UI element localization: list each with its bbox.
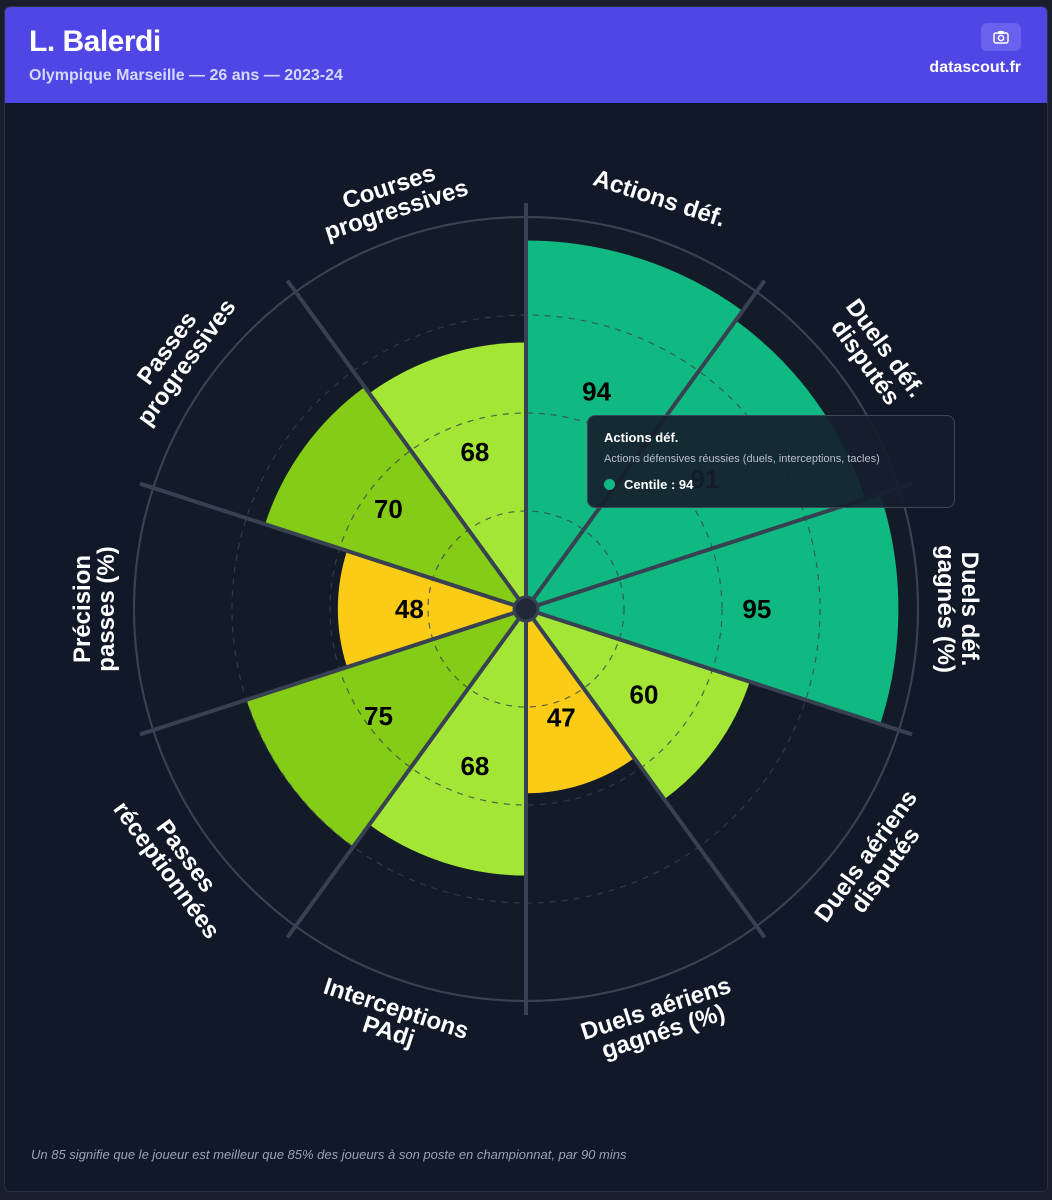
category-label-2: Duels déf.gagnés (%) — [932, 545, 983, 673]
chart-tooltip: Actions déf. Actions défensives réussies… — [587, 415, 955, 508]
tooltip-title: Actions déf. — [604, 430, 679, 445]
tooltip-value-row: Centile : 94 — [604, 477, 938, 492]
grid-ring-1 — [329, 412, 723, 806]
slice-4 — [526, 609, 635, 794]
slice-5 — [369, 609, 526, 876]
player-name: L. Balerdi — [29, 25, 161, 58]
screenshot-button[interactable] — [981, 23, 1021, 51]
category-label-line: gagnés (%) — [932, 545, 959, 673]
slice-3 — [526, 609, 750, 800]
spoke-7 — [139, 607, 527, 737]
value-label-9: 68 — [460, 437, 489, 467]
value-label-0: 94 — [582, 377, 611, 407]
radar-chart: 94919560476875487068Actions déf.Duels dé… — [69, 160, 983, 1065]
slice-7 — [337, 550, 526, 668]
value-label-5: 68 — [460, 751, 489, 781]
value-label-8: 70 — [374, 494, 403, 524]
player-subtitle: Olympique Marseille — 26 ans — 2023-24 — [29, 67, 343, 84]
footnote: Un 85 signifie que le joueur est meilleu… — [31, 1147, 627, 1162]
spoke-6 — [285, 607, 528, 939]
tooltip-color-dot — [604, 479, 615, 490]
spoke-9 — [285, 279, 528, 611]
spoke-3 — [525, 607, 913, 737]
slice-6 — [246, 609, 526, 847]
slice-8 — [265, 387, 526, 609]
brand-name: datascout.fr — [929, 59, 1021, 76]
tooltip-value: Centile : 94 — [624, 477, 694, 492]
player-card: L. Balerdi Olympique Marseille — 26 ans … — [4, 6, 1048, 1192]
value-label-2: 95 — [742, 594, 771, 624]
center-dot — [512, 595, 540, 623]
spoke-4 — [524, 607, 767, 939]
value-label-3: 60 — [630, 680, 659, 710]
slice-9 — [369, 342, 526, 609]
spoke-8 — [139, 481, 527, 611]
category-label-0: Actions déf. — [590, 165, 729, 233]
camera-icon — [993, 31, 1009, 44]
slice-2 — [526, 493, 899, 725]
category-label-line: Précision — [69, 555, 96, 663]
value-label-4: 47 — [547, 703, 576, 733]
category-label-line: passes (%) — [93, 546, 120, 671]
header: L. Balerdi Olympique Marseille — 26 ans … — [5, 7, 1047, 103]
value-label-6: 75 — [364, 701, 393, 731]
category-label-line: Actions déf. — [590, 165, 729, 233]
category-label-line: Duels déf. — [956, 552, 983, 667]
value-label-7: 48 — [395, 594, 424, 624]
tooltip-description: Actions défensives réussies (duels, inte… — [604, 453, 880, 465]
